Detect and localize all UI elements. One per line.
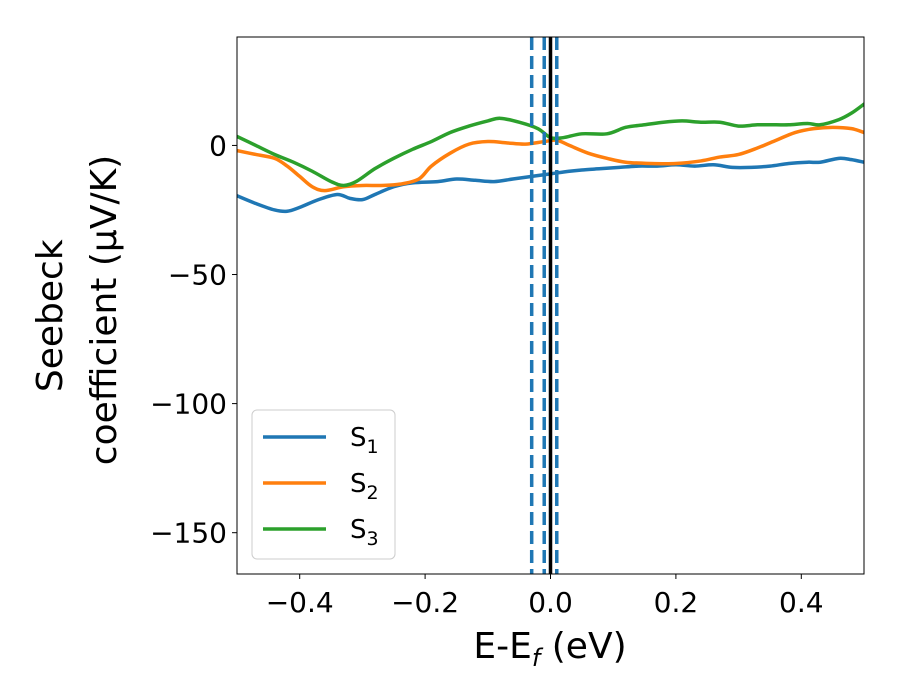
legend-label-s3: S3 xyxy=(350,515,379,550)
y-axis-ticks: 0 −50 −100 −150 xyxy=(150,129,237,550)
series-line-s2 xyxy=(237,125,864,193)
x-tick-label: 0.2 xyxy=(654,586,699,619)
y-tick-label: −100 xyxy=(150,388,227,421)
y-tick-label: 0 xyxy=(209,129,227,162)
legend-label-s2: S2 xyxy=(350,469,379,504)
x-axis-label: E-Ef (eV) xyxy=(473,626,626,672)
x-tick-label: 0.0 xyxy=(528,586,573,619)
y-axis-label: Seebeck coefficient (μV/K) xyxy=(30,155,125,465)
legend: S1 S2 S3 xyxy=(251,409,396,560)
legend-items: S1 S2 S3 xyxy=(263,423,379,550)
x-axis-ticks: −0.4 −0.2 0.0 0.2 0.4 xyxy=(266,574,824,619)
x-tick-label: −0.4 xyxy=(266,586,334,619)
reference-lines xyxy=(529,37,559,574)
x-tick-label: −0.2 xyxy=(391,586,459,619)
x-tick-label: 0.4 xyxy=(779,586,824,619)
y-tick-label: −50 xyxy=(168,259,227,292)
y-tick-label: −150 xyxy=(150,517,227,550)
legend-label-s1: S1 xyxy=(350,423,379,458)
